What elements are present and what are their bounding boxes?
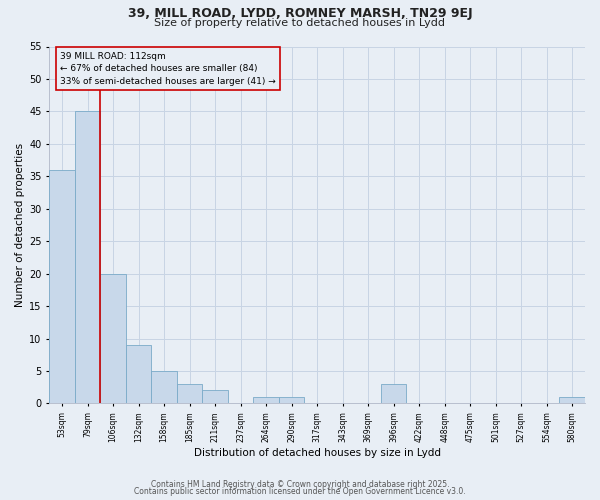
Bar <box>177 384 202 404</box>
Bar <box>559 397 585 404</box>
Text: Contains HM Land Registry data © Crown copyright and database right 2025.: Contains HM Land Registry data © Crown c… <box>151 480 449 489</box>
Bar <box>279 397 304 404</box>
Bar <box>151 371 177 404</box>
Text: Contains public sector information licensed under the Open Government Licence v3: Contains public sector information licen… <box>134 487 466 496</box>
Text: 39 MILL ROAD: 112sqm
← 67% of detached houses are smaller (84)
33% of semi-detac: 39 MILL ROAD: 112sqm ← 67% of detached h… <box>60 52 276 86</box>
Bar <box>49 170 75 404</box>
X-axis label: Distribution of detached houses by size in Lydd: Distribution of detached houses by size … <box>194 448 440 458</box>
Bar <box>75 112 100 404</box>
Bar <box>202 390 228 404</box>
Bar <box>100 274 126 404</box>
Bar <box>253 397 279 404</box>
Text: 39, MILL ROAD, LYDD, ROMNEY MARSH, TN29 9EJ: 39, MILL ROAD, LYDD, ROMNEY MARSH, TN29 … <box>128 8 472 20</box>
Text: Size of property relative to detached houses in Lydd: Size of property relative to detached ho… <box>155 18 445 28</box>
Y-axis label: Number of detached properties: Number of detached properties <box>15 143 25 307</box>
Bar <box>126 345 151 404</box>
Bar <box>381 384 406 404</box>
